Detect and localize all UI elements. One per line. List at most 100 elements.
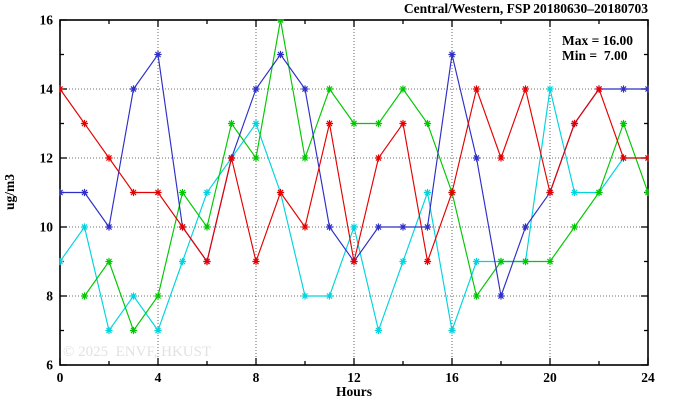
data-point-marker (497, 292, 505, 300)
data-point-marker (178, 223, 187, 231)
data-point-marker (325, 119, 334, 128)
x-axis-label: Hours (336, 384, 372, 399)
data-point-marker (203, 223, 211, 231)
data-point-marker (227, 119, 236, 128)
data-point-marker (80, 119, 89, 128)
series-red (59, 85, 649, 266)
y-tick-label: 12 (40, 151, 54, 166)
data-point-marker (619, 154, 628, 162)
data-point-marker (252, 119, 260, 128)
data-point-marker (325, 223, 334, 231)
data-point-marker (472, 257, 481, 266)
data-point-marker (325, 292, 334, 300)
x-tick-label: 24 (641, 370, 655, 385)
data-point-marker (80, 292, 89, 300)
data-point-marker (619, 85, 628, 93)
data-point-marker (301, 223, 309, 231)
data-point-marker (301, 85, 309, 93)
data-point-marker (154, 188, 162, 197)
data-point-marker (595, 188, 603, 197)
chart-title: Central/Western, FSP 20180630–20180703 (404, 1, 648, 16)
data-point-marker (472, 85, 481, 93)
data-point-marker (546, 188, 554, 197)
stat-min-label: Min = 7.00 (562, 48, 628, 63)
data-point-marker (374, 119, 383, 128)
data-point-marker (399, 85, 407, 93)
x-tick-label: 0 (57, 370, 64, 385)
data-point-marker (423, 223, 432, 231)
data-point-marker (276, 19, 285, 24)
data-point-marker (644, 85, 649, 93)
data-point-marker (423, 257, 432, 266)
y-tick-label: 8 (46, 289, 53, 304)
data-point-marker (374, 326, 383, 335)
data-point-marker (399, 223, 407, 231)
data-point-marker (325, 85, 334, 93)
plot-area: 0 4 8 12 16 20 24 6 8 10 12 14 16 (40, 13, 656, 386)
data-point-marker (227, 154, 236, 162)
x-tick-label: 12 (347, 370, 361, 385)
data-point-marker (154, 292, 162, 300)
data-point-marker (252, 154, 260, 162)
data-point-marker (399, 119, 407, 128)
data-point-marker (178, 188, 187, 197)
data-point-marker (80, 223, 89, 231)
data-point-marker (178, 257, 187, 266)
data-point-marker (252, 85, 260, 93)
x-tick-label: 8 (253, 370, 260, 385)
data-point-marker (59, 188, 64, 197)
data-point-marker (59, 85, 64, 93)
data-point-marker (252, 257, 260, 266)
y-tick-label: 10 (40, 220, 54, 235)
data-point-marker (105, 326, 113, 335)
data-point-marker (301, 292, 309, 300)
data-point-marker (129, 292, 138, 300)
data-point-marker (276, 50, 285, 59)
series-line (84, 19, 649, 332)
data-point-marker (546, 85, 554, 93)
series-green (80, 19, 649, 335)
data-point-marker (129, 326, 138, 335)
series-layer (59, 19, 649, 335)
data-point-marker (129, 85, 138, 93)
data-point-marker (521, 85, 530, 93)
y-tick-label: 14 (40, 82, 54, 97)
y-axis-label: ug/m3 (2, 174, 17, 210)
data-point-marker (521, 223, 530, 231)
data-point-marker (399, 257, 407, 266)
data-point-marker (105, 223, 113, 231)
data-point-marker (203, 257, 211, 266)
data-point-marker (374, 154, 383, 162)
stat-max-label: Max = 16.00 (562, 33, 633, 48)
data-point-marker (448, 188, 456, 197)
data-point-marker (497, 257, 505, 266)
data-point-marker (448, 50, 456, 59)
data-point-marker (423, 119, 432, 128)
data-point-marker (276, 188, 285, 197)
data-point-marker (154, 326, 162, 335)
data-point-marker (80, 188, 89, 197)
data-point-marker (570, 188, 579, 197)
data-point-marker (472, 154, 481, 162)
data-point-marker (448, 326, 456, 335)
data-point-marker (350, 223, 358, 231)
data-point-marker (59, 257, 64, 266)
data-point-marker (129, 188, 138, 197)
x-tick-label: 4 (155, 370, 162, 385)
data-point-marker (203, 188, 211, 197)
data-point-marker (374, 223, 383, 231)
y-tick-label: 6 (46, 358, 53, 373)
data-point-marker (350, 257, 358, 266)
data-point-marker (154, 50, 162, 59)
data-point-marker (546, 257, 554, 266)
data-point-marker (423, 188, 432, 197)
data-point-marker (595, 85, 603, 93)
data-point-marker (521, 257, 530, 266)
data-point-marker (570, 119, 579, 128)
data-point-marker (644, 154, 649, 162)
series-line (59, 86, 648, 264)
data-point-marker (570, 223, 579, 231)
data-point-marker (301, 154, 309, 162)
